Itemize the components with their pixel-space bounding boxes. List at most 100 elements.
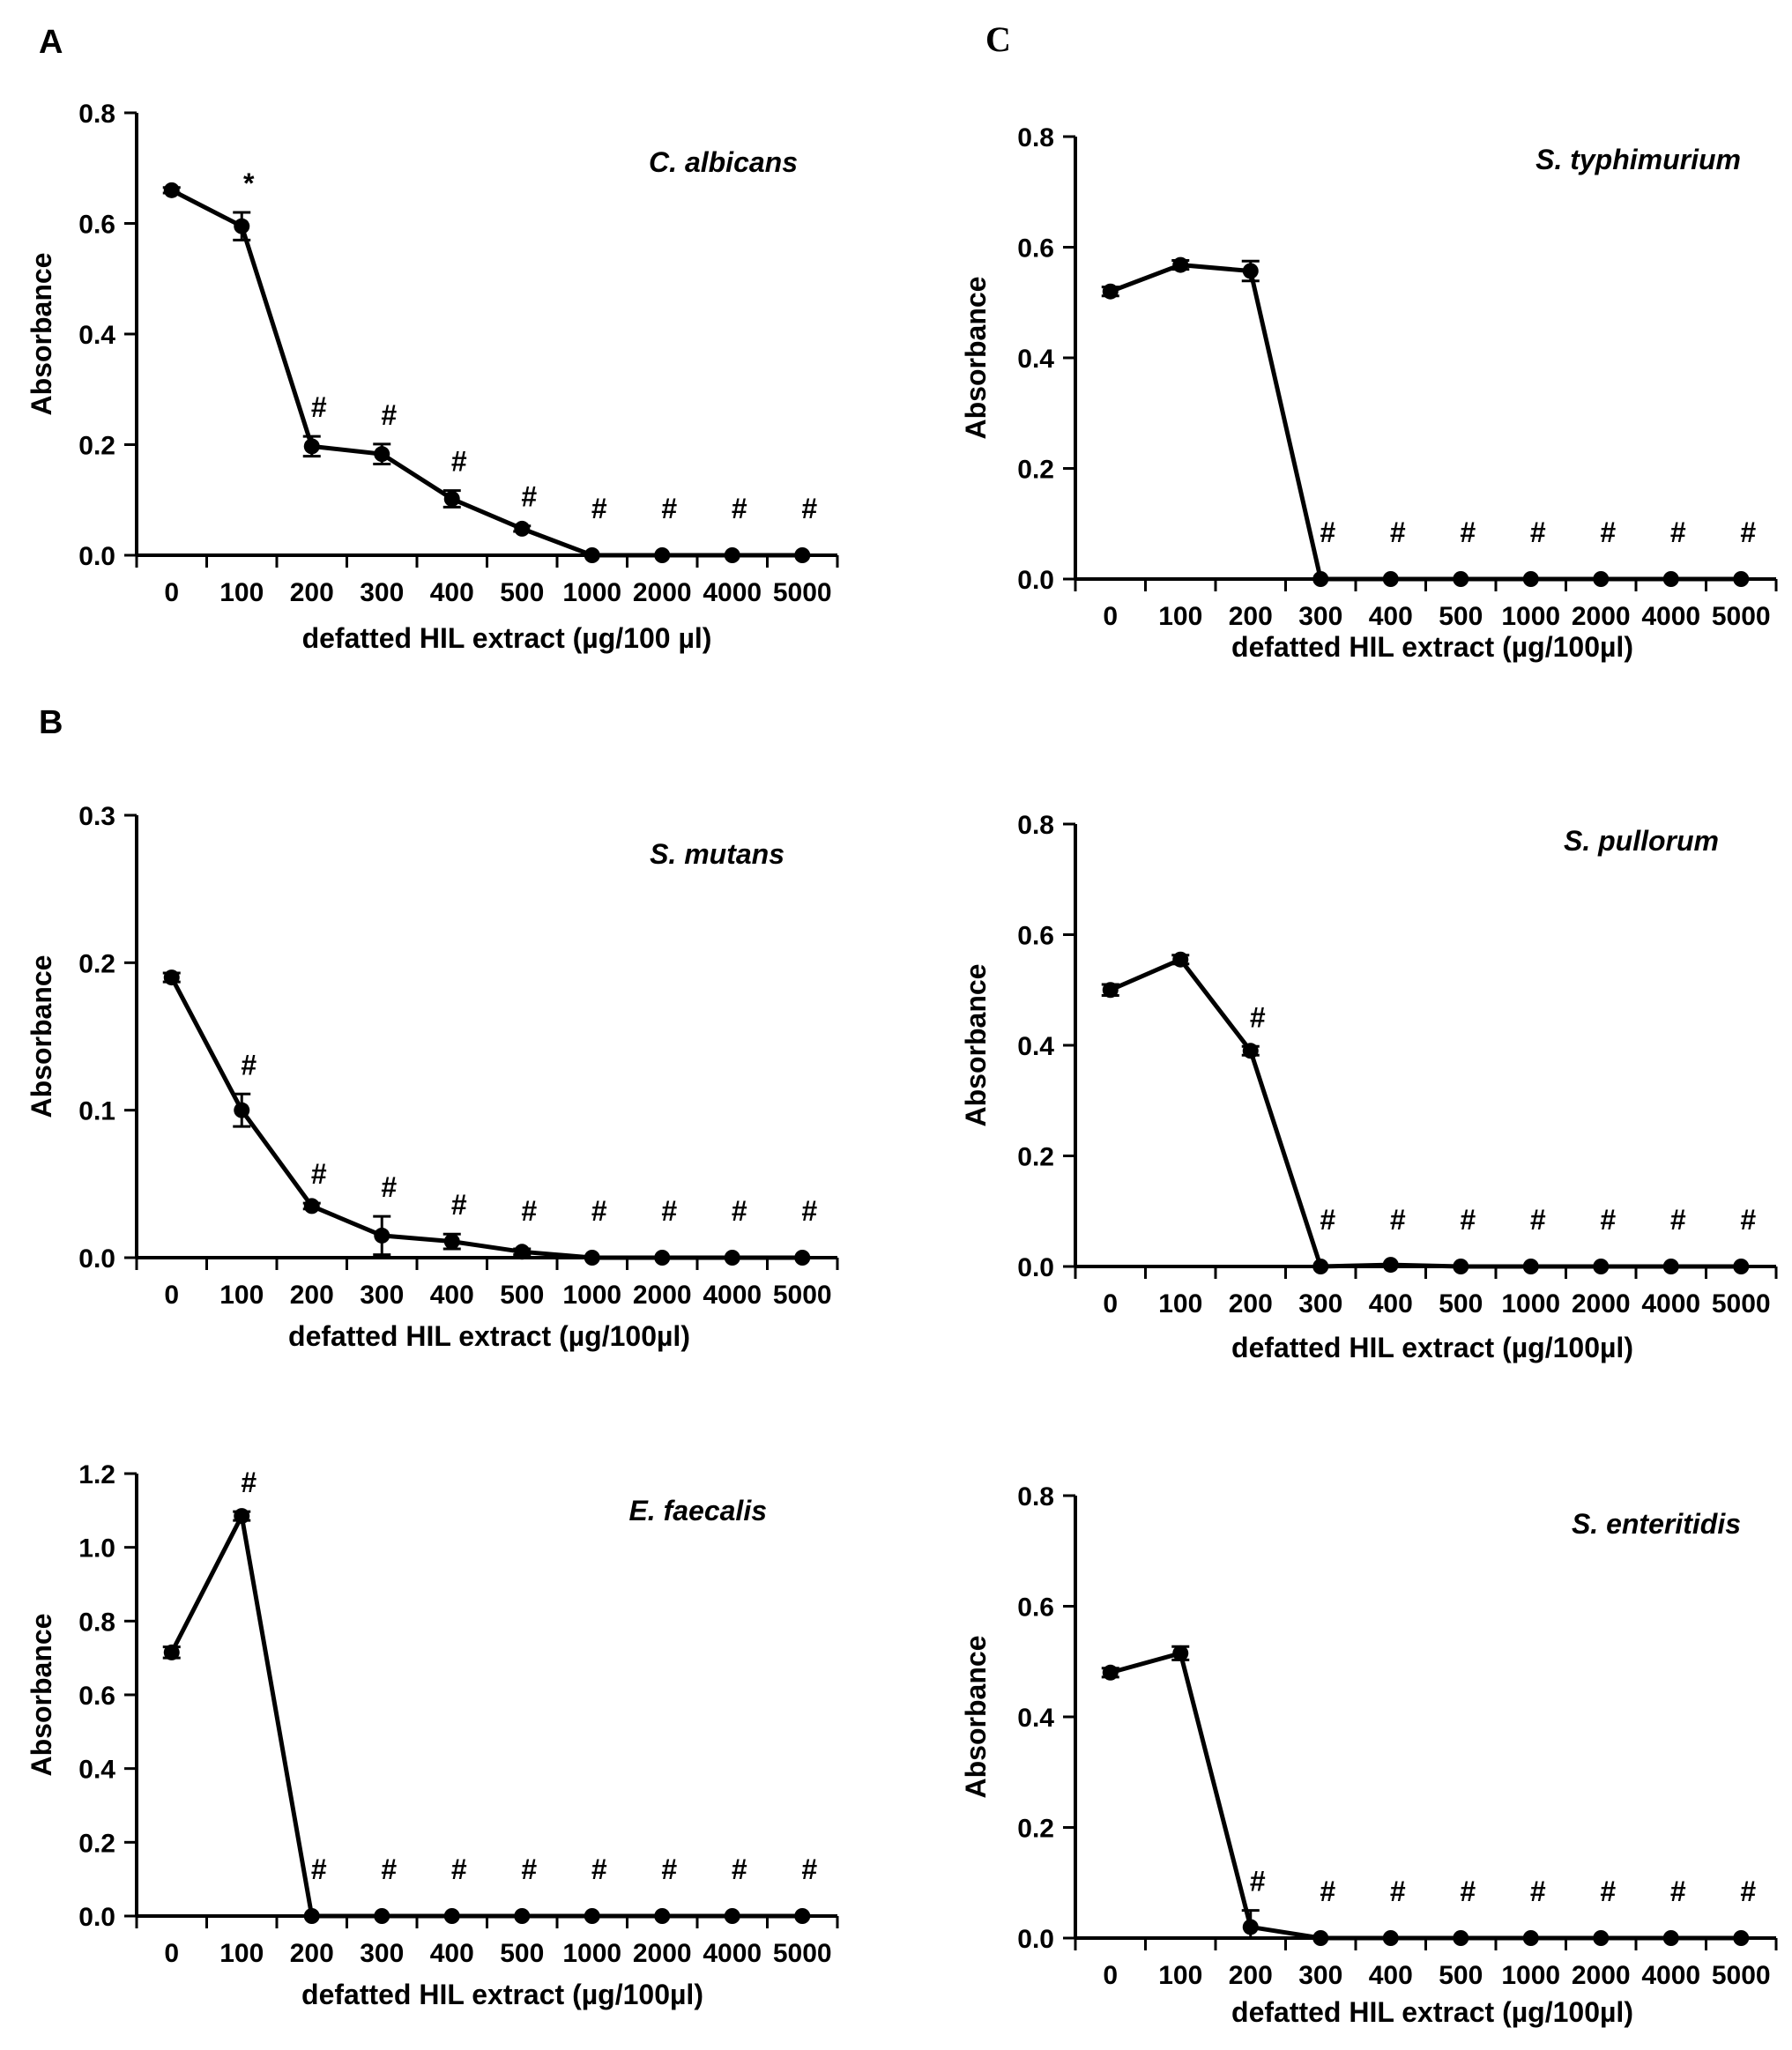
significance-hash: #	[801, 493, 817, 524]
significance-hash: #	[451, 1189, 467, 1221]
data-point	[1453, 1259, 1469, 1274]
x-tick-label: 2000	[633, 578, 692, 607]
x-axis-title: defatted HIL extract (µg/100µl)	[301, 1979, 703, 2010]
panel-letter-a: A	[39, 24, 63, 61]
y-tick-label: 0.0	[78, 542, 115, 571]
y-axis-title: Absorbance	[26, 1614, 57, 1777]
significance-hash: #	[521, 481, 537, 513]
data-point	[1382, 571, 1399, 587]
significance-hash: #	[801, 1853, 817, 1885]
significance-hash: #	[1320, 1875, 1335, 1907]
x-tick-label: 200	[1229, 1961, 1273, 1990]
x-axis-title: defatted HIL extract (µg/100 µl)	[302, 622, 712, 654]
data-point	[1522, 1259, 1539, 1274]
x-axis-title: defatted HIL extract (µg/100µl)	[1231, 1332, 1633, 1363]
x-axis-title: defatted HIL extract (µg/100µl)	[1231, 1996, 1633, 2028]
x-tick-label: 300	[360, 1281, 404, 1310]
data-point	[1733, 571, 1750, 587]
data-point	[1453, 1930, 1469, 1946]
x-tick-label: 0	[164, 1939, 179, 1968]
chart-s-mutans: 0.0 0.1 0.2 0.3 0 100 200 300 400 500 1000 2000 4000…	[26, 802, 839, 1352]
data-point	[654, 1250, 671, 1266]
x-tick-label: 100	[219, 1281, 264, 1310]
x-tick-label: 2000	[1572, 1289, 1631, 1318]
data-point	[654, 1908, 671, 1924]
x-tick-label: 5000	[773, 1281, 832, 1310]
significance-hash: #	[1600, 1204, 1616, 1236]
data-point	[1242, 263, 1259, 279]
significance-hash: #	[311, 1853, 327, 1885]
series-line	[169, 976, 803, 1260]
x-tick-label: 2000	[633, 1281, 692, 1310]
chart-s-enteritidis: 0.0 0.2 0.4 0.6 0.8 0 100 200 300 400 500 1000 2000 4…	[960, 1482, 1778, 2028]
significance-hash: #	[661, 1853, 677, 1885]
x-tick-label: 500	[500, 578, 544, 607]
x-tick-label: 500	[1439, 602, 1483, 631]
data-point	[303, 1198, 320, 1214]
significance-hash: #	[311, 1158, 327, 1190]
y-tick-label: 0.2	[78, 949, 115, 978]
significance-hash: #	[1530, 1204, 1546, 1236]
significance-hash: #	[451, 1853, 467, 1885]
y-tick-label: 0.4	[1017, 1704, 1054, 1733]
significance-hash: #	[521, 1853, 537, 1885]
data-point	[514, 520, 531, 537]
significance-hash: #	[451, 446, 467, 478]
x-tick-label: 1000	[1501, 1289, 1560, 1318]
significance-hash: #	[591, 1195, 607, 1227]
x-tick-label: 5000	[773, 1939, 832, 1968]
significance-hash: #	[1670, 1204, 1686, 1236]
x-tick-label: 0	[164, 578, 179, 607]
significance-hash: #	[1390, 1875, 1406, 1907]
y-tick-label: 0.0	[1017, 566, 1054, 595]
significance-hash: #	[1320, 1204, 1335, 1236]
data-point	[1172, 951, 1189, 968]
data-point	[1522, 571, 1539, 587]
data-point	[1102, 982, 1119, 999]
significance-hash: #	[241, 1049, 257, 1081]
series-line	[1109, 956, 1742, 1269]
species-label: S. typhimurium	[1535, 144, 1741, 175]
significance-hash: #	[521, 1195, 537, 1227]
y-axis-title: Absorbance	[960, 1636, 992, 1799]
x-tick-label: 300	[1298, 602, 1342, 631]
x-tick-label: 500	[500, 1281, 544, 1310]
significance-hash: #	[1250, 1866, 1266, 1898]
chart-s-typhimurium: 0.0 0.2 0.4 0.6 0.8 0 100 200 300 400 500 1000 2000 4…	[960, 123, 1778, 663]
y-tick-label: 0.6	[78, 1682, 115, 1711]
y-tick-label: 0.2	[1017, 456, 1054, 485]
x-tick-label: 4000	[703, 1939, 762, 1968]
y-tick-label: 0.8	[78, 1608, 115, 1637]
data-point	[654, 547, 671, 563]
y-tick-label: 0.2	[78, 1829, 115, 1858]
panel-letter-c: C	[985, 19, 1011, 59]
chart-c-albicans: 0.0 0.2 0.4 0.6 0.8 0 100 200 300 400 500 1000 2000 4…	[26, 100, 839, 654]
x-tick-label: 4000	[1641, 602, 1700, 631]
panel-letter-b: B	[39, 704, 63, 741]
data-point	[303, 1908, 320, 1924]
x-tick-label: 100	[1158, 1961, 1202, 1990]
significance-hash: #	[381, 1171, 397, 1203]
significance-hash: #	[1740, 1875, 1756, 1907]
x-tick-label: 5000	[1712, 602, 1771, 631]
x-tick-label: 200	[290, 1281, 334, 1310]
x-tick-label: 200	[1229, 1289, 1273, 1318]
x-axis-title: defatted HIL extract (µg/100µl)	[1231, 631, 1633, 663]
x-tick-label: 200	[290, 1939, 334, 1968]
y-tick-label: 0.0	[1017, 1253, 1054, 1282]
y-tick-label: 0.4	[78, 1756, 115, 1785]
series-line	[1110, 1650, 1742, 1941]
significance-hash: #	[1460, 1875, 1476, 1907]
data-point	[584, 1250, 600, 1266]
data-point	[514, 1908, 531, 1924]
data-point	[794, 547, 811, 563]
x-tick-label: 100	[219, 1939, 264, 1968]
x-tick-label: 400	[430, 1939, 474, 1968]
x-tick-label: 300	[1298, 1961, 1342, 1990]
significance-hash: #	[1460, 1204, 1476, 1236]
data-point	[584, 1908, 600, 1924]
y-tick-label: 0.8	[1017, 811, 1054, 840]
data-point	[163, 1644, 180, 1660]
y-tick-label: 1.2	[78, 1460, 115, 1489]
